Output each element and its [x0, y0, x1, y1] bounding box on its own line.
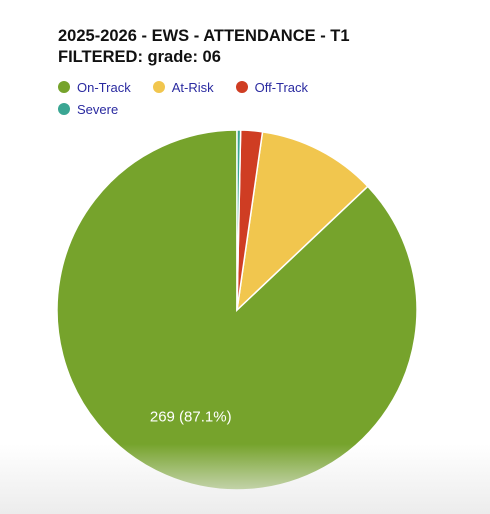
legend-label-off-track: Off-Track — [254, 79, 309, 95]
chart-subtitle: FILTERED: grade: 06 — [58, 48, 221, 66]
legend-row-2: Severe — [58, 98, 330, 120]
legend-swatch-severe — [58, 103, 70, 115]
chart-title: 2025-2026 - EWS - ATTENDANCE - T1 — [58, 27, 350, 45]
legend-label-on-track: On-Track — [77, 79, 131, 95]
pie-slice-severe[interactable] — [236, 129, 242, 311]
legend-item-severe[interactable]: Severe — [58, 102, 118, 117]
chart-legend: On-Track At-Risk Off-Track Severe — [58, 76, 330, 120]
legend-label-at-risk: At-Risk — [171, 79, 214, 95]
legend-swatch-off-track — [235, 81, 248, 93]
pie-slice-at-risk[interactable] — [235, 130, 369, 313]
legend-swatch-at-risk — [152, 81, 165, 93]
legend-label-severe: Severe — [77, 101, 119, 117]
legend-swatch-on-track — [58, 81, 70, 93]
legend-row-1: On-Track At-Risk Off-Track — [58, 76, 330, 98]
legend-item-at-risk[interactable]: At-Risk — [152, 79, 214, 95]
chart-title-block: 2025-2026 - EWS - ATTENDANCE - T1 FILTER… — [58, 26, 350, 68]
legend-item-off-track[interactable]: Off-Track — [235, 79, 309, 95]
data-label-on-track: 269 (87.1%) — [150, 408, 232, 425]
legend-item-on-track[interactable]: On-Track — [58, 80, 131, 95]
